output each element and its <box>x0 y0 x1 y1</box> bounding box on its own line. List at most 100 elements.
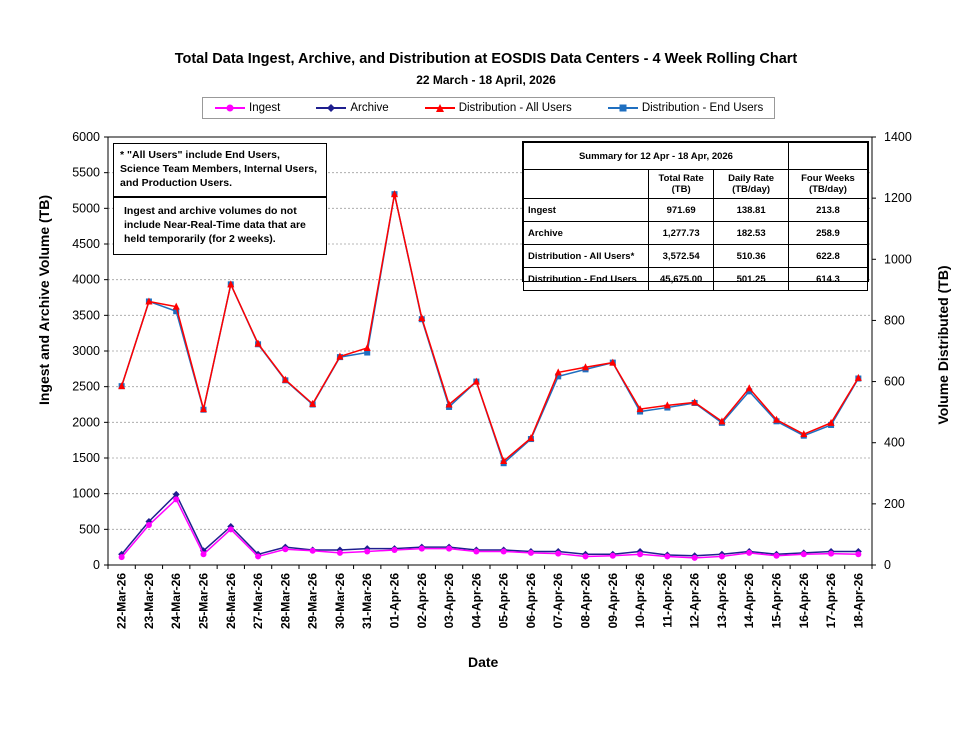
y-right-tick-label: 0 <box>884 558 891 572</box>
data-point <box>309 547 316 554</box>
data-point <box>118 554 125 561</box>
summary-cell-four: 614.3 <box>787 267 869 291</box>
data-point <box>418 313 426 321</box>
data-point <box>200 551 207 558</box>
x-tick-label: 24-Mar-26 <box>169 573 183 629</box>
x-tick-label: 22-Mar-26 <box>115 573 129 629</box>
x-tick-label: 01-Apr-26 <box>388 573 402 629</box>
summary-caption: Summary for 12 Apr - 18 Apr, 2026 <box>523 142 789 170</box>
data-point <box>691 554 698 561</box>
data-point <box>445 400 453 408</box>
data-point <box>554 368 562 376</box>
y-left-tick-label: 5500 <box>72 166 100 180</box>
x-tick-label: 09-Apr-26 <box>606 573 620 629</box>
data-point <box>336 549 343 556</box>
data-point <box>282 546 289 553</box>
x-tick-label: 07-Apr-26 <box>551 573 565 629</box>
y-left-tick-label: 3500 <box>72 308 100 322</box>
data-point <box>609 358 617 366</box>
y-axis-right-label: Volume Distributed (TB) <box>935 265 951 425</box>
summary-cell-total: 45,675.00 <box>647 267 715 291</box>
data-point <box>391 547 398 554</box>
data-point <box>172 490 180 498</box>
y-left-tick-label: 6000 <box>72 130 100 144</box>
data-point <box>828 550 835 557</box>
data-point <box>609 552 616 559</box>
data-point <box>254 339 262 347</box>
x-tick-label: 29-Mar-26 <box>306 573 320 629</box>
y-right-tick-label: 1200 <box>884 191 912 205</box>
data-point <box>691 398 699 406</box>
chart-title: Total Data Ingest, Archive, and Distribu… <box>174 51 798 67</box>
series-line-ingest <box>121 498 859 559</box>
legend-label-ingest: Ingest <box>249 102 281 114</box>
x-tick-label: 04-Apr-26 <box>469 573 483 629</box>
legend-item-distribution-all: Distribution - All Users <box>424 102 572 114</box>
y-left-tick-label: 1500 <box>72 451 100 465</box>
y-axis-left-label: Ingest and Archive Volume (TB) <box>36 194 52 406</box>
data-point <box>281 375 289 383</box>
summary-cell-daily: 510.36 <box>713 244 789 268</box>
data-point <box>473 548 480 555</box>
legend-item-distribution-end: Distribution - End Users <box>607 102 763 114</box>
legend-label-distribution-all: Distribution - All Users <box>458 102 572 114</box>
data-point <box>663 401 671 409</box>
data-point <box>582 363 589 371</box>
summary-row-archive: Archive 1,277.73 182.53 258.9 <box>523 221 869 245</box>
legend-swatch-distribution-end <box>607 104 638 112</box>
data-point <box>527 434 535 442</box>
y-left-tick-label: 2500 <box>72 380 100 394</box>
summary-caption-blank <box>787 142 869 170</box>
data-point <box>745 384 753 392</box>
x-axis-label: Date <box>468 654 499 670</box>
y-right-tick-label: 1000 <box>884 252 912 266</box>
y-left-tick-label: 5000 <box>72 201 100 215</box>
data-point <box>773 415 780 423</box>
data-point <box>800 551 807 558</box>
data-point <box>527 549 534 556</box>
data-point <box>363 343 371 351</box>
data-point <box>855 551 862 558</box>
legend: Ingest Archive Distribution - All Users … <box>202 97 775 119</box>
summary-table: Summary for 12 Apr - 18 Apr, 2026 Total … <box>522 141 869 291</box>
summary-grid: Summary for 12 Apr - 18 Apr, 2026 Total … <box>523 142 869 291</box>
note-nrt: Ingest and archive volumes do not includ… <box>113 197 327 255</box>
x-tick-label: 31-Mar-26 <box>360 573 374 629</box>
data-point <box>555 550 562 557</box>
summary-row-label: Distribution - End Users <box>523 267 649 291</box>
data-point <box>309 399 317 407</box>
summary-row-label: Ingest <box>523 198 649 222</box>
x-tick-label: 26-Mar-26 <box>224 573 238 629</box>
data-point <box>255 553 262 560</box>
legend-item-archive: Archive <box>316 102 389 114</box>
summary-header-daily: Daily Rate (TB/day) <box>713 169 789 199</box>
data-point <box>854 373 862 381</box>
data-point <box>773 552 780 559</box>
x-tick-label: 08-Apr-26 <box>579 573 593 629</box>
data-point <box>173 496 180 503</box>
x-tick-label: 13-Apr-26 <box>715 573 729 629</box>
x-tick-label: 16-Apr-26 <box>797 573 811 629</box>
x-tick-label: 25-Mar-26 <box>197 573 211 629</box>
y-left-tick-label: 500 <box>79 522 100 536</box>
summary-cell-four: 258.9 <box>787 221 869 245</box>
y-left-tick-label: 4500 <box>72 237 100 251</box>
data-point <box>145 297 153 305</box>
data-point <box>145 522 152 529</box>
data-point <box>718 553 725 560</box>
x-tick-label: 12-Apr-26 <box>688 573 702 629</box>
x-tick-label: 28-Mar-26 <box>278 573 292 629</box>
x-tick-label: 05-Apr-26 <box>497 573 511 629</box>
y-left-tick-label: 3000 <box>72 344 100 358</box>
x-tick-label: 17-Apr-26 <box>824 573 838 629</box>
data-point <box>555 373 562 380</box>
data-point <box>582 553 589 560</box>
y-right-tick-label: 200 <box>884 497 905 511</box>
summary-header-row: Total Rate (TB) Daily Rate (TB/day) Four… <box>523 169 869 199</box>
summary-cell-total: 971.69 <box>647 198 715 222</box>
series-line-archive <box>121 493 859 557</box>
y-right-tick-label: 600 <box>884 375 905 389</box>
data-point <box>446 545 453 552</box>
note-all-users: * "All Users" include End Users, Science… <box>113 143 327 197</box>
